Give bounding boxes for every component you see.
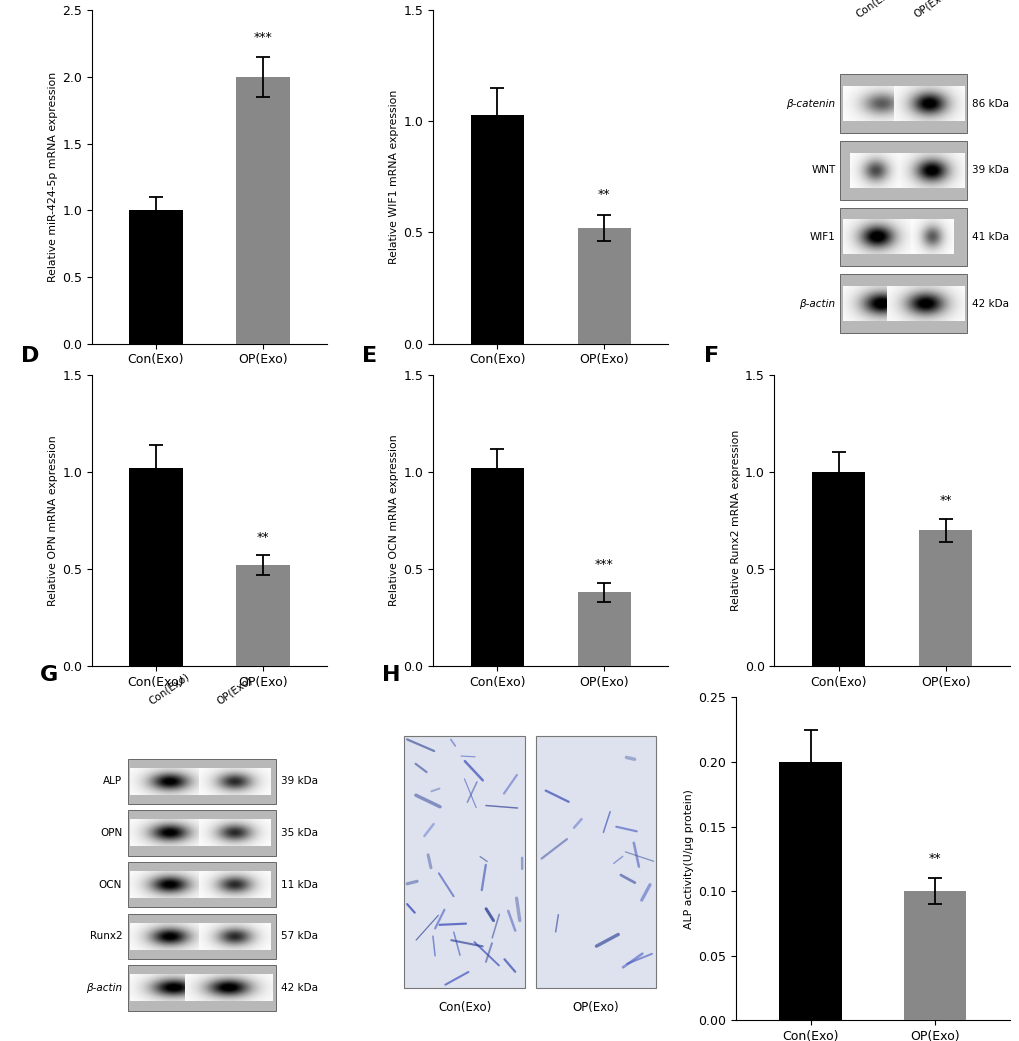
Text: G: G — [40, 665, 58, 685]
Y-axis label: Relative OPN mRNA expression: Relative OPN mRNA expression — [48, 435, 58, 606]
Text: Runx2: Runx2 — [90, 932, 122, 941]
FancyBboxPatch shape — [404, 736, 525, 988]
Bar — [470, 115, 524, 344]
FancyBboxPatch shape — [127, 965, 275, 1011]
Y-axis label: ALP activity(U/μg protein): ALP activity(U/μg protein) — [684, 789, 693, 929]
Bar — [918, 530, 971, 666]
Y-axis label: Relative miR-424-5p mRNA expression: Relative miR-424-5p mRNA expression — [48, 72, 58, 282]
FancyBboxPatch shape — [840, 141, 966, 200]
Y-axis label: Relative WIF1 mRNA expression: Relative WIF1 mRNA expression — [389, 90, 398, 264]
Bar — [470, 468, 524, 666]
Text: 11 kDa: 11 kDa — [281, 880, 318, 890]
Text: WIF1: WIF1 — [809, 232, 835, 242]
Bar — [577, 228, 631, 344]
FancyBboxPatch shape — [840, 207, 966, 266]
Text: OP(Exo): OP(Exo) — [573, 1000, 619, 1014]
Text: OPN: OPN — [100, 828, 122, 838]
Bar — [236, 77, 289, 344]
Text: H: H — [382, 665, 400, 685]
Text: ***: *** — [594, 558, 613, 572]
Text: β-actin: β-actin — [86, 983, 122, 993]
FancyBboxPatch shape — [535, 736, 656, 988]
Text: OCN: OCN — [99, 880, 122, 890]
Text: **: ** — [257, 531, 269, 543]
Text: OP(Exo): OP(Exo) — [911, 0, 951, 20]
Text: ALP: ALP — [103, 777, 122, 786]
Text: 39 kDa: 39 kDa — [281, 777, 318, 786]
Text: Con(Exo): Con(Exo) — [437, 1000, 491, 1014]
Text: 42 kDa: 42 kDa — [971, 299, 1008, 308]
Text: E: E — [362, 346, 377, 365]
Bar — [903, 891, 965, 1020]
Text: OP(Exo): OP(Exo) — [214, 675, 254, 706]
Text: β-actin: β-actin — [799, 299, 835, 308]
Text: 42 kDa: 42 kDa — [281, 983, 318, 993]
Text: 86 kDa: 86 kDa — [971, 99, 1008, 108]
Text: β-catenin: β-catenin — [786, 99, 835, 108]
Bar — [129, 468, 182, 666]
Bar — [811, 472, 864, 666]
Text: WNT: WNT — [810, 166, 835, 175]
Bar — [236, 565, 289, 666]
Y-axis label: Relative OCN mRNA expression: Relative OCN mRNA expression — [389, 435, 398, 606]
Text: 35 kDa: 35 kDa — [281, 828, 318, 838]
FancyBboxPatch shape — [127, 810, 275, 856]
FancyBboxPatch shape — [840, 274, 966, 333]
FancyBboxPatch shape — [127, 862, 275, 908]
Y-axis label: Relative Runx2 mRNA expression: Relative Runx2 mRNA expression — [730, 430, 740, 611]
Text: F: F — [703, 346, 718, 365]
Text: **: ** — [597, 188, 610, 201]
Text: 39 kDa: 39 kDa — [971, 166, 1008, 175]
Bar — [779, 762, 841, 1020]
Text: **: ** — [938, 493, 951, 507]
Text: Con(Exo): Con(Exo) — [853, 0, 897, 20]
Text: **: ** — [928, 853, 941, 865]
Text: D: D — [21, 346, 40, 365]
Bar — [577, 592, 631, 666]
FancyBboxPatch shape — [840, 74, 966, 133]
Text: 41 kDa: 41 kDa — [971, 232, 1008, 242]
FancyBboxPatch shape — [127, 759, 275, 804]
Text: ***: *** — [254, 31, 272, 44]
Bar — [129, 210, 182, 344]
Text: Con(Exo): Con(Exo) — [147, 671, 191, 706]
Text: 57 kDa: 57 kDa — [281, 932, 318, 941]
FancyBboxPatch shape — [127, 914, 275, 959]
